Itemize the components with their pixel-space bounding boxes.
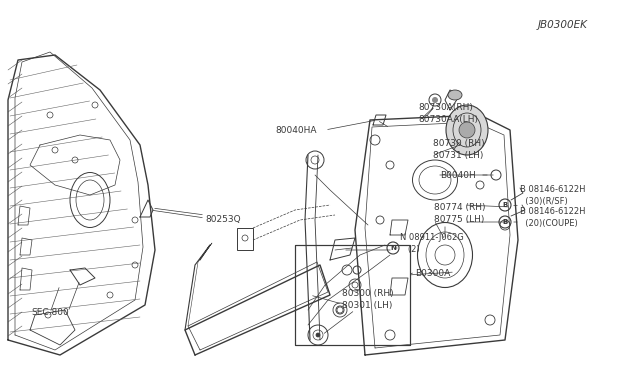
Text: 80300 (RH)
80301 (LH): 80300 (RH) 80301 (LH) — [342, 289, 394, 310]
Ellipse shape — [446, 105, 488, 155]
Text: JB0300EK: JB0300EK — [538, 20, 588, 30]
Text: 80730A(RH)
80730AA(LH): 80730A(RH) 80730AA(LH) — [418, 103, 478, 124]
Circle shape — [459, 122, 475, 138]
Text: B: B — [502, 202, 508, 208]
Circle shape — [432, 97, 438, 103]
Text: B0300A: B0300A — [415, 269, 451, 278]
Text: 80040HA: 80040HA — [275, 126, 317, 135]
Text: N: N — [390, 245, 396, 251]
Text: B0040H: B0040H — [440, 171, 476, 180]
Text: 80253Q: 80253Q — [205, 215, 241, 224]
Text: N 08911-J062G
   (2): N 08911-J062G (2) — [400, 233, 464, 254]
Circle shape — [316, 333, 320, 337]
Text: SEC.800: SEC.800 — [31, 308, 68, 317]
Text: 80774 (RH)
80775 (LH): 80774 (RH) 80775 (LH) — [434, 203, 486, 224]
Text: 80730 (RH)
80731 (LH): 80730 (RH) 80731 (LH) — [433, 139, 484, 160]
Text: B 08146-6122H
  (20)(COUPE): B 08146-6122H (20)(COUPE) — [520, 207, 586, 228]
Text: B: B — [502, 219, 508, 225]
Text: B 08146-6122H
  (30)(R/SF): B 08146-6122H (30)(R/SF) — [520, 185, 586, 206]
Ellipse shape — [448, 90, 462, 100]
